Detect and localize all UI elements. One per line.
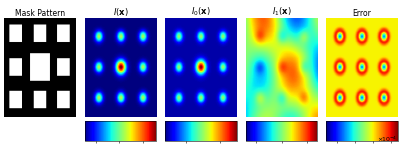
Title: $I_0(\mathbf{x})$: $I_0(\mathbf{x})$ (191, 5, 211, 18)
Title: Mask Pattern: Mask Pattern (15, 9, 65, 18)
Title: Error: Error (353, 9, 372, 18)
Title: $I_1(\mathbf{x})$: $I_1(\mathbf{x})$ (272, 5, 291, 18)
Text: $\times\!10^{-4}$: $\times\!10^{-4}$ (377, 135, 397, 144)
Title: $I(\mathbf{x})$: $I(\mathbf{x})$ (113, 6, 128, 18)
